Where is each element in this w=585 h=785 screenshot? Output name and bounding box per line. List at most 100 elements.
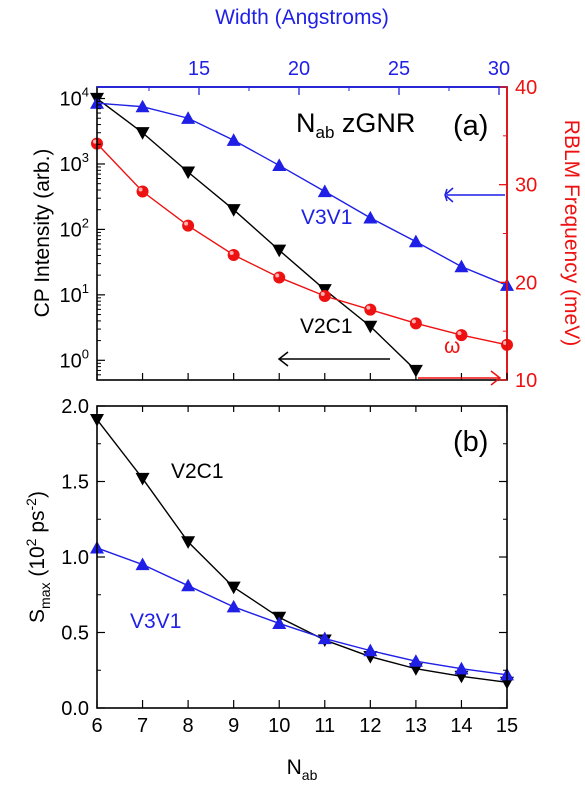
panel-a-label: (a) [453, 110, 488, 142]
left-tick-label-a: 103 [60, 150, 89, 176]
ylabel-unit-mid: ps [26, 510, 49, 538]
y-tick-label-b: 0.5 [61, 623, 89, 645]
data-point-b-1 [226, 599, 241, 613]
data-point-a-0 [135, 127, 150, 140]
x-tick-label-b: 10 [268, 715, 290, 737]
tick-base: 10 [60, 219, 82, 241]
left-tick-label-a: 102 [60, 215, 89, 241]
data-point-b-1 [272, 616, 287, 630]
left-tick-label-a: 100 [60, 346, 89, 372]
omega-annotation: ω [444, 335, 460, 358]
data-point-b-0 [226, 581, 241, 595]
data-point-a-1 [454, 259, 469, 273]
data-point-b-1 [317, 631, 332, 645]
series-line-a-0 [96, 97, 417, 371]
panel-a-annotations: V3V1 V2C1 ω [277, 187, 505, 386]
data-point-highlight [138, 187, 143, 192]
data-point-b-0 [181, 536, 196, 549]
v3v1-annotation: V3V1 [301, 206, 352, 229]
x-tick-label-b: 12 [359, 715, 381, 737]
top-tick-label-a: 25 [388, 58, 410, 80]
data-point-a-1 [363, 210, 378, 224]
data-point-highlight [229, 250, 234, 255]
top-tick-label-a: 20 [288, 58, 310, 80]
right-tick-label-a: 20 [515, 272, 537, 294]
series-line-a-2 [96, 143, 508, 346]
panel-a-title: Nab zGNR [296, 108, 415, 142]
data-point-b-1 [408, 654, 423, 667]
panel-b-series [90, 413, 514, 690]
x-tick-label-b: 9 [228, 715, 239, 737]
panel-b-v3v1-annotation: V3V1 [130, 610, 181, 633]
x-tick-label-b: 13 [405, 715, 427, 737]
left-tick-label-a: 104 [60, 85, 89, 111]
right-axis-label: RBLM Frequency (meV) [560, 120, 583, 346]
xlabel-main: N [287, 756, 302, 779]
data-point-a-omega [364, 303, 377, 316]
data-point-a-0 [226, 204, 241, 217]
y-tick-label-b: 1.5 [61, 472, 89, 494]
data-point-b-1 [181, 578, 196, 592]
data-point-a-0 [272, 244, 287, 258]
data-point-b-0 [135, 472, 150, 486]
tick-base: 10 [60, 154, 82, 176]
data-point-a-0 [181, 166, 196, 180]
right-tick-label-a: 10 [515, 370, 537, 392]
data-point-a-0 [408, 364, 423, 378]
ylabel-unit-close: ) [26, 491, 49, 498]
y-tick-label-b: 1.0 [61, 547, 89, 569]
v2c1-annotation: V2C1 [300, 315, 353, 338]
panel-b: 6 7 8 9 10 11 12 13 14 15 0.0 0.5 1.0 1.5 2.0 (b) V2C1… [23, 396, 518, 783]
data-point-a-1 [272, 158, 287, 172]
panel-b-frame [96, 405, 508, 709]
data-point-highlight [184, 221, 189, 226]
tick-base: 10 [60, 285, 82, 307]
omega-arrowhead [490, 370, 502, 386]
top-tick-label-a: 15 [188, 58, 210, 80]
ylabel-main: S [26, 609, 49, 623]
data-point-a-1 [135, 99, 150, 113]
v3v1-arrowhead [444, 187, 454, 203]
data-point-highlight [457, 331, 462, 336]
left-tick-label-a: 101 [60, 281, 89, 307]
data-point-a-1 [181, 111, 196, 124]
data-point-highlight [411, 319, 416, 324]
panel-a-series [90, 92, 514, 378]
data-point-a-omega [182, 219, 195, 232]
x-tick-label-b: 7 [137, 715, 148, 737]
panel-b-label: (b) [453, 426, 488, 458]
data-point-highlight [93, 139, 97, 144]
panel-b-x-axis-label: Nab [287, 756, 318, 783]
data-point-a-omega [227, 248, 240, 261]
tick-base: 10 [60, 89, 82, 111]
data-point-b-1 [363, 643, 378, 657]
data-point-a-1 [226, 133, 241, 146]
tick-base: 10 [60, 350, 82, 372]
right-tick-label-a: 40 [515, 77, 537, 99]
data-point-b-1 [135, 557, 150, 571]
data-point-highlight [366, 305, 371, 310]
series-line-b-1 [96, 547, 508, 676]
ylabel-unit-sup2: -2 [23, 498, 39, 511]
left-axis-label: CP Intensity (arb.) [31, 149, 54, 318]
tick-exponent: 4 [82, 85, 89, 100]
top-axis-label: Width (Angstroms) [215, 6, 389, 29]
ylabel-unit-open: (10 [26, 546, 49, 582]
ylabel-unit-sup: 2 [23, 538, 39, 546]
x-tick-label-b: 11 [314, 715, 335, 737]
data-point-b-1 [454, 661, 469, 675]
ylabel-sub: max [37, 582, 53, 608]
y-tick-label-b: 2.0 [61, 396, 89, 418]
data-point-highlight [503, 340, 507, 345]
data-point-a-1 [408, 234, 423, 248]
series-line-a-1 [96, 102, 508, 286]
panel-a-title-main: N [296, 108, 316, 138]
data-point-a-omega [318, 290, 331, 303]
panel-a-title-sub: ab [316, 123, 335, 142]
series-line-b-0 [96, 419, 508, 684]
tick-exponent: 2 [82, 215, 89, 230]
x-tick-label-b: 8 [183, 715, 194, 737]
x-tick-label-b: 6 [91, 715, 102, 737]
